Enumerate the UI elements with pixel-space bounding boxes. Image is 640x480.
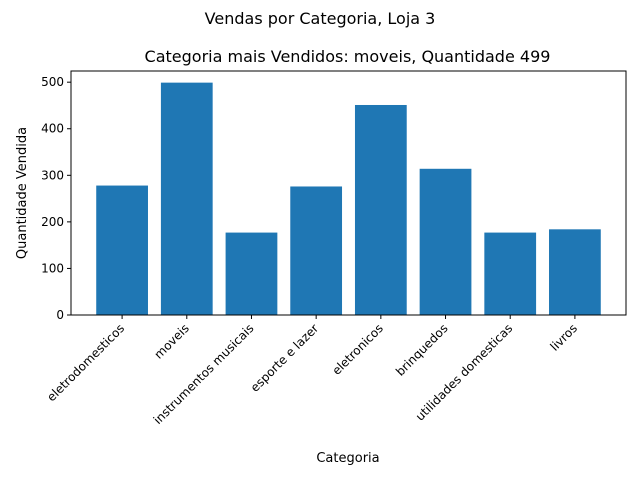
x-tick-label-5: brinquedos (393, 321, 450, 378)
bar-6 (484, 232, 537, 315)
x-tick-label-7: livros (547, 321, 580, 354)
y-tick-label-4: 400 (41, 122, 64, 136)
bar-1 (160, 82, 213, 315)
chart-title: Categoria mais Vendidos: moveis, Quantid… (145, 47, 551, 66)
y-tick-label-1: 100 (41, 261, 64, 275)
y-axis-label: Quantidade Vendida (15, 127, 30, 259)
bar-4 (354, 104, 407, 316)
chart-suptitle: Vendas por Categoria, Loja 3 (205, 9, 436, 28)
bar-7 (549, 229, 601, 315)
plot-frame (70, 70, 627, 316)
y-tick-label-2: 200 (41, 215, 64, 229)
y-tick-label-3: 300 (41, 168, 64, 182)
x-tick-label-3: esporte e lazer (248, 321, 322, 395)
x-tick-label-4: eletronicos (329, 321, 386, 378)
bar-0 (96, 185, 148, 315)
x-tick-label-0: eletrodomesticos (44, 321, 127, 404)
x-axis-label: Categoria (316, 451, 379, 466)
bar-3 (290, 186, 343, 315)
bar-5 (419, 168, 472, 315)
y-tick-label-0: 0 (56, 308, 64, 322)
y-tick-label-5: 500 (41, 75, 64, 89)
bar-2 (225, 232, 278, 315)
x-tick-label-1: moveis (152, 321, 192, 361)
